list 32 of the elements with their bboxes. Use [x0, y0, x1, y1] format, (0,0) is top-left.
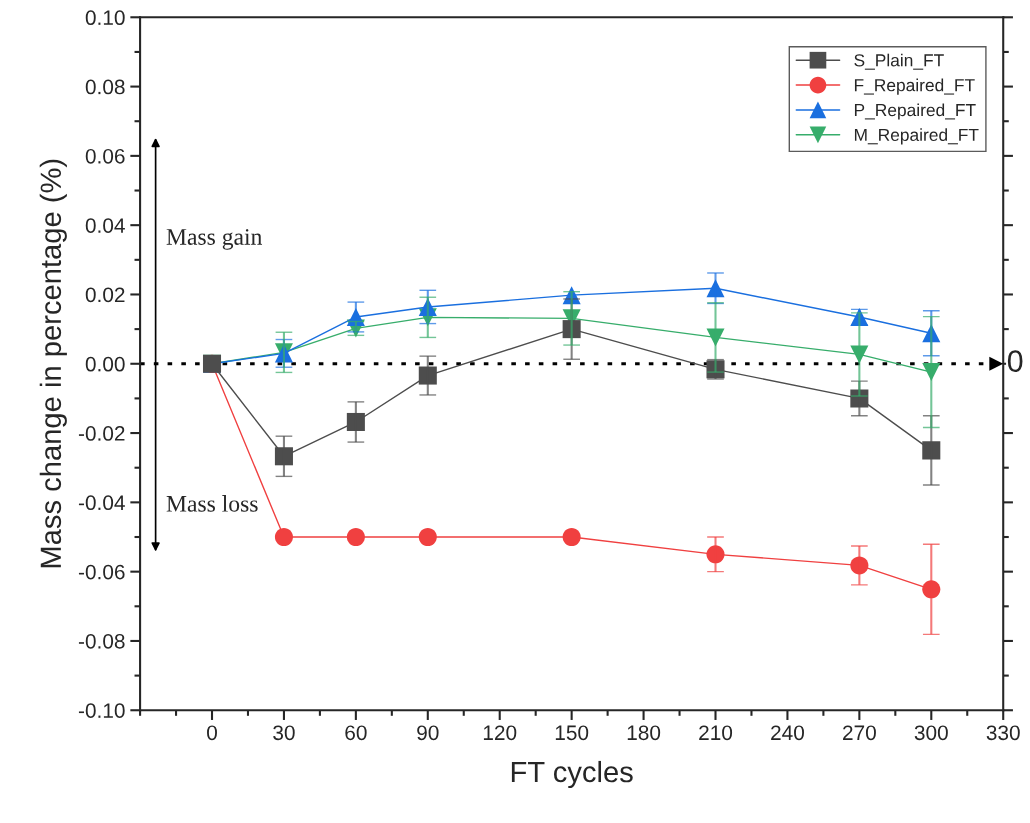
- y-tick-label: 0.08: [85, 79, 125, 95]
- legend-label: F_Repaired_FT: [854, 78, 975, 95]
- x-tick-label: 90: [417, 725, 439, 741]
- y-tick-label: -0.08: [78, 633, 125, 649]
- x-axis-title: FT cycles: [511, 760, 633, 789]
- legend-label: P_Repaired_FT: [854, 103, 976, 120]
- y-tick-label: 0.04: [85, 218, 125, 233]
- legend-label: M_Repaired_FT: [854, 128, 979, 145]
- x-tick-label: 330: [986, 725, 1020, 741]
- x-tick-label: 120: [483, 725, 517, 741]
- y-tick-label: -0.04: [78, 495, 125, 511]
- ref-line-label: 0: [1007, 350, 1023, 372]
- x-tick-label: 210: [699, 725, 733, 741]
- y-tick-label: 0.10: [85, 10, 125, 26]
- annotation: Mass loss: [166, 495, 258, 512]
- y-tick-label: -0.10: [78, 703, 125, 718]
- x-tick-label: 150: [555, 725, 589, 741]
- x-tick-label: 300: [914, 725, 948, 741]
- x-tick-label: 60: [345, 725, 367, 741]
- x-tick-label: 240: [771, 725, 804, 741]
- x-tick-label: 180: [627, 725, 661, 741]
- y-tick-label: 0.02: [85, 287, 125, 303]
- legend-label: S_Plain_FT: [854, 53, 944, 70]
- x-tick-label: 30: [273, 725, 295, 741]
- y-tick-label: -0.06: [78, 564, 125, 580]
- x-tick-label: 0: [207, 725, 217, 741]
- annotation: Mass gain: [166, 229, 263, 250]
- y-tick-label: 0.06: [85, 148, 125, 164]
- y-tick-label: 0.00: [85, 356, 125, 372]
- y-axis-title: Mass change in percentage (%): [39, 159, 67, 568]
- x-tick-label: 270: [843, 725, 876, 741]
- y-tick-label: -0.02: [78, 426, 125, 441]
